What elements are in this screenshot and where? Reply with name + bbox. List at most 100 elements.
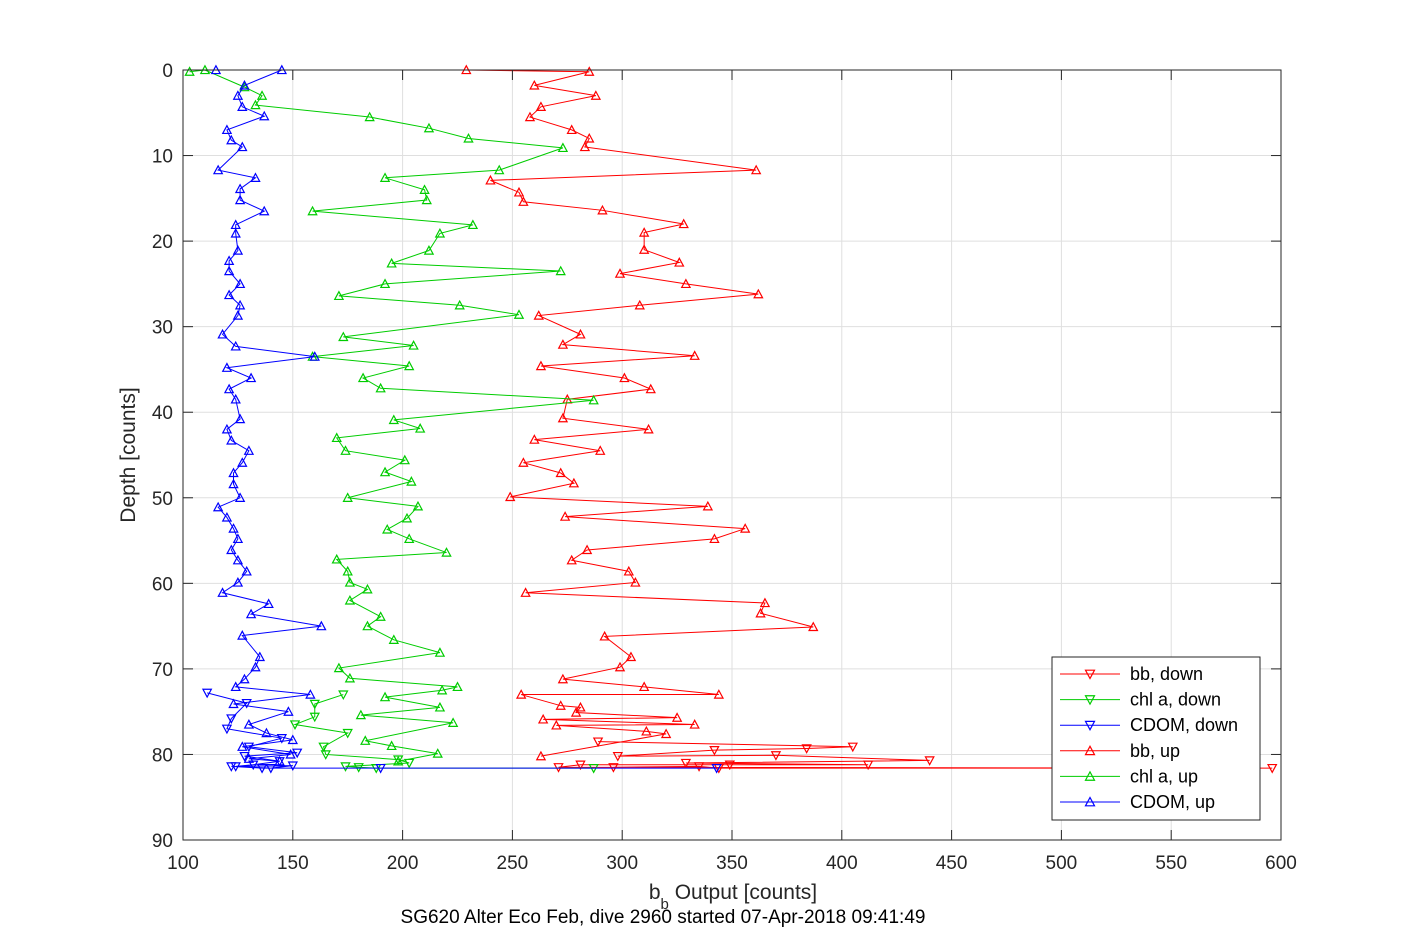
series-3 (461, 64, 819, 761)
data-point-marker (261, 727, 272, 738)
data-point-marker (678, 218, 689, 229)
data-point-marker (801, 744, 812, 754)
data-point-marker (660, 728, 672, 739)
series-line (558, 741, 1273, 769)
data-point-marker (535, 360, 547, 371)
x-axis-title: bb Output [counts] (649, 881, 817, 913)
data-point-marker (305, 689, 316, 699)
data-point-marker (239, 81, 250, 92)
data-point-marker (739, 523, 751, 533)
data-point-marker (243, 719, 255, 729)
y-tick-label: 90 (152, 831, 173, 852)
data-point-marker (342, 492, 353, 502)
data-point-marker (259, 205, 270, 216)
data-point-marker (535, 750, 547, 761)
y-axis-title: Depth [counts] (117, 387, 140, 522)
data-point-marker (232, 577, 244, 587)
x-tick-label: 500 (1046, 853, 1078, 874)
data-point-marker (223, 265, 235, 276)
data-point-marker (316, 620, 327, 631)
data-point-marker (184, 66, 195, 76)
data-point-marker (237, 630, 248, 640)
data-point-marker (423, 122, 435, 133)
data-point-marker (619, 372, 630, 383)
legend-marker (1084, 720, 1096, 731)
legend-label: CDOM, up (1130, 792, 1215, 812)
data-point-marker (513, 309, 525, 319)
data-point-marker (239, 673, 250, 684)
data-point-marker (414, 423, 426, 433)
data-point-marker (759, 597, 771, 608)
data-point-marker (1267, 763, 1278, 774)
x-tick-label: 100 (167, 853, 199, 874)
data-point-marker (401, 512, 413, 523)
data-point-marker (283, 706, 294, 716)
data-point-marker (862, 760, 874, 771)
legend-marker (1084, 669, 1096, 680)
data-point-marker (689, 719, 700, 729)
data-point-marker (709, 745, 720, 756)
data-point-marker (434, 227, 446, 238)
data-point-marker (309, 699, 320, 710)
data-point-marker (406, 476, 417, 486)
data-point-marker (592, 737, 604, 748)
data-point-marker (353, 763, 364, 773)
data-point-marker (537, 713, 549, 724)
data-point-marker (241, 565, 252, 576)
data-point-marker (529, 434, 540, 444)
data-point-marker (232, 533, 244, 544)
data-point-marker (217, 587, 228, 597)
data-point-marker (344, 577, 356, 587)
data-point-marker (226, 134, 237, 145)
data-point-marker (245, 372, 257, 383)
y-tick-label: 60 (152, 574, 173, 595)
data-point-marker (226, 714, 237, 724)
data-point-marker (362, 583, 373, 594)
x-tick-label: 600 (1265, 853, 1297, 874)
data-point-marker (338, 690, 349, 701)
data-point-marker (232, 554, 244, 565)
data-point-marker (234, 278, 246, 289)
data-point-marker (638, 244, 650, 254)
data-point-marker (259, 110, 270, 121)
x-axis-title-subscript: b (661, 896, 669, 913)
data-point-marker (217, 328, 228, 339)
data-point-marker (331, 432, 342, 443)
data-point-marker (680, 758, 692, 769)
data-point-marker (515, 689, 527, 699)
data-point-marker (342, 728, 353, 739)
data-point-marker (375, 611, 386, 621)
data-point-marker (309, 712, 320, 723)
data-point-marker (265, 763, 277, 774)
data-point-marker (630, 577, 641, 587)
data-point-marker (518, 457, 529, 467)
y-tick-label: 50 (152, 489, 173, 510)
data-point-marker (625, 651, 637, 662)
data-point-marker (256, 763, 268, 774)
data-point-marker (254, 651, 266, 662)
data-point-marker (234, 299, 246, 310)
legend-box (1051, 656, 1261, 821)
data-point-marker (221, 362, 233, 372)
data-point-marker (232, 90, 244, 100)
data-point-marker (447, 717, 459, 727)
series-line (293, 694, 594, 769)
data-point-marker (555, 265, 566, 276)
data-point-marker (595, 445, 606, 455)
data-point-marker (709, 533, 720, 544)
data-point-marker (393, 755, 404, 766)
data-point-marker (362, 620, 373, 631)
x-tick-label: 250 (497, 853, 529, 874)
data-point-marker (250, 661, 261, 672)
data-point-marker (379, 466, 391, 477)
data-point-marker (645, 383, 656, 394)
data-point-marker (228, 698, 239, 709)
data-point-marker (223, 289, 235, 300)
data-point-marker (584, 66, 595, 76)
data-point-marker (232, 245, 244, 255)
data-point-marker (551, 719, 562, 730)
legend-marker (1084, 770, 1096, 781)
x-tick-label: 150 (277, 853, 309, 874)
data-point-marker (248, 760, 259, 771)
data-point-marker (237, 141, 248, 152)
